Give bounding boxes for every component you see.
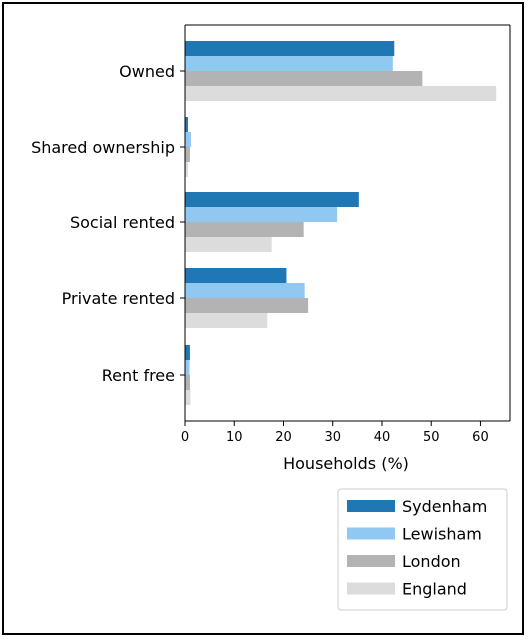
y-tick-label: Owned bbox=[119, 62, 175, 81]
bar-shared-ownership-england bbox=[185, 162, 188, 177]
legend-label-london: London bbox=[402, 552, 461, 571]
bars-group bbox=[185, 41, 497, 405]
bar-rent-free-london bbox=[185, 375, 190, 390]
x-tick-label: 30 bbox=[324, 430, 341, 445]
legend-swatch-lewisham bbox=[347, 527, 395, 540]
bar-owned-england bbox=[185, 86, 497, 101]
bar-owned-sydenham bbox=[185, 41, 395, 56]
x-tick-label: 20 bbox=[275, 430, 292, 445]
bar-private-rented-sydenham bbox=[185, 268, 287, 283]
bar-private-rented-lewisham bbox=[185, 283, 305, 298]
bar-shared-ownership-lewisham bbox=[185, 132, 191, 147]
bar-rent-free-sydenham bbox=[185, 345, 190, 360]
legend-label-lewisham: Lewisham bbox=[402, 525, 482, 544]
bar-owned-london bbox=[185, 71, 423, 86]
legend-swatch-sydenham bbox=[347, 500, 395, 512]
bar-private-rented-england bbox=[185, 313, 268, 328]
x-tick-label: 10 bbox=[226, 430, 243, 445]
bar-rent-free-lewisham bbox=[185, 360, 190, 375]
bar-rent-free-england bbox=[185, 390, 191, 405]
legend-label-england: England bbox=[402, 580, 467, 599]
bar-shared-ownership-london bbox=[185, 147, 190, 162]
x-tick-label: 60 bbox=[472, 430, 489, 445]
y-tick-label: Rent free bbox=[102, 366, 175, 385]
bar-social-rented-lewisham bbox=[185, 207, 338, 222]
bar-owned-lewisham bbox=[185, 56, 393, 71]
bar-private-rented-london bbox=[185, 298, 309, 313]
bar-social-rented-sydenham bbox=[185, 192, 359, 207]
legend-box bbox=[337, 488, 508, 611]
legend-label-sydenham: Sydenham bbox=[402, 497, 487, 516]
y-tick-label: Shared ownership bbox=[31, 138, 175, 157]
legend-swatch-england bbox=[347, 582, 395, 595]
legend: Sydenham Lewisham London England bbox=[337, 488, 508, 611]
legend-swatch-london bbox=[347, 555, 395, 567]
bar-social-rented-london bbox=[185, 222, 304, 237]
x-axis-label: Households (%) bbox=[283, 454, 409, 473]
x-tick-label: 0 bbox=[181, 430, 189, 445]
axes-group: 0 10 20 30 40 50 60 Owned Shared ownership Social… bbox=[31, 24, 511, 445]
bar-social-rented-england bbox=[185, 237, 272, 252]
bar-shared-ownership-sydenham bbox=[185, 117, 188, 132]
y-tick-label: Social rented bbox=[70, 213, 175, 232]
x-tick-label: 50 bbox=[423, 430, 440, 445]
y-tick-label: Private rented bbox=[62, 289, 175, 308]
x-tick-label: 40 bbox=[374, 430, 391, 445]
